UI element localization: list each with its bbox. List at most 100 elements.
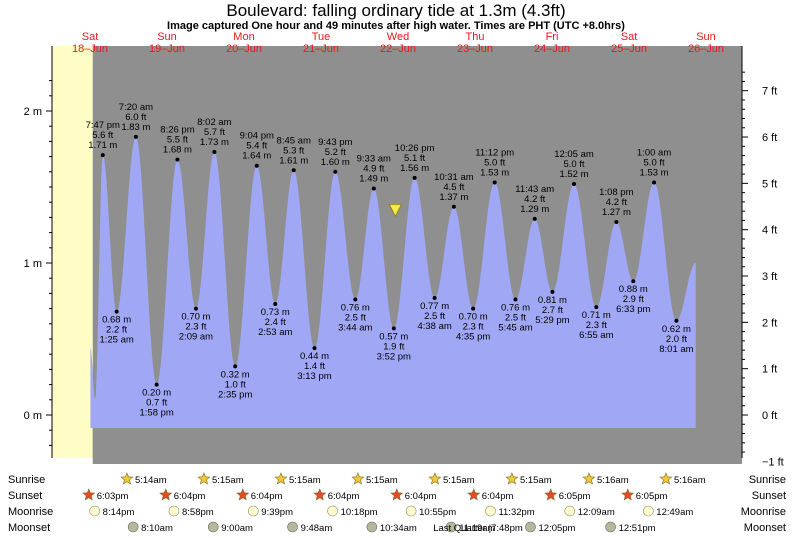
tide-event-label: 8:45 am <box>277 135 311 146</box>
tide-event-label: 8:02 am <box>197 117 231 128</box>
tide-point <box>233 364 238 369</box>
day-of-week: Sun <box>157 31 177 43</box>
tide-event-label: 3:13 pm <box>297 371 331 382</box>
tide-event-label: 1.52 m <box>559 169 588 180</box>
moonrise-time: 10:18pm <box>341 507 378 518</box>
right-tick-label: 7 ft <box>762 86 777 98</box>
tide-point <box>550 289 555 294</box>
tide-point <box>532 216 537 221</box>
day-of-week: Sat <box>621 31 638 43</box>
sunrise-time: 5:15am <box>212 475 244 486</box>
chart-title: Boulevard: falling ordinary tide at 1.3m… <box>226 1 565 20</box>
moonset-icon <box>445 521 457 533</box>
low-tide-marker: 0.76 m2.5 ft5:45 am <box>498 297 533 333</box>
tide-point <box>451 204 456 209</box>
moon-phase-label: Last Quarter |7:48pm <box>433 523 523 534</box>
moonrise-row-label-left: Moonrise <box>8 506 53 518</box>
tide-point <box>614 219 619 224</box>
tide-event-label: 5.1 ft <box>404 153 425 164</box>
tide-event-label: 1.71 m <box>88 140 117 151</box>
high-tide-marker: 1:00 am5.0 ft1.53 m <box>637 147 671 185</box>
sunset-icon <box>313 488 327 501</box>
low-tide-marker: 0.20 m0.7 ft1:58 pm <box>139 382 174 419</box>
sunset-icon <box>467 488 481 501</box>
high-tide-marker: 12:05 am5.0 ft1.52 m <box>554 149 594 186</box>
tide-point <box>412 175 417 180</box>
tide-event-label: 4:35 pm <box>456 332 490 343</box>
high-tide-marker: 8:02 am5.7 ft1.73 m <box>197 117 232 155</box>
moonset-time: 10:34am <box>380 523 417 534</box>
sunrise-icon <box>351 472 365 485</box>
sunrise-icon <box>428 472 442 485</box>
high-tide-marker: 10:31 am4.5 ft1.37 m <box>434 172 474 209</box>
day-date: 19–Jun <box>149 43 185 55</box>
sunset-icon <box>544 488 558 501</box>
tide-event-label: 0.71 m <box>582 310 611 321</box>
tide-event-label: 2.7 ft <box>542 305 563 316</box>
tide-event-label: 2.0 ft <box>666 334 687 345</box>
moonrise-time: 8:58pm <box>182 507 214 518</box>
tide-event-label: 2.9 ft <box>623 294 644 305</box>
tide-point <box>254 163 259 168</box>
tide-event-label: 2:35 pm <box>218 389 252 400</box>
low-tide-marker: 0.32 m1.0 ft2:35 pm <box>218 364 252 400</box>
low-tide-marker: 0.76 m2.5 ft3:44 am <box>338 297 373 333</box>
tide-event-label: 9:43 pm <box>318 137 352 148</box>
low-tide-marker: 0.77 m2.5 ft4:38 am <box>417 295 452 332</box>
sunset-time: 6:04pm <box>405 491 437 502</box>
tide-point <box>631 279 636 284</box>
sunrise-time: 5:15am <box>366 475 398 486</box>
moonrise-icon <box>643 505 654 517</box>
tide-event-label: 1.83 m <box>121 122 150 133</box>
moonset-time: 8:10am <box>141 523 173 534</box>
tide-event-label: 1:00 am <box>637 147 671 158</box>
tide-event-label: 1.4 ft <box>304 361 325 372</box>
tide-event-labels: 7:47 pm5.6 ft1.71 m 0.68 m2.2 ft1:25 am 7:… <box>86 102 694 419</box>
tide-event-label: 1.61 m <box>279 155 308 166</box>
tide-event-label: 8:01 am <box>659 344 693 355</box>
sunrise-row-label-right: Sunrise <box>749 474 786 486</box>
tide-event-label: 1:08 pm <box>599 187 633 198</box>
tide-event-label: 5.0 ft <box>644 157 665 168</box>
right-tick-label: 1 ft <box>762 364 777 376</box>
day-of-week: Wed <box>387 31 409 43</box>
tide-event-label: 5.6 ft <box>92 130 113 141</box>
low-tide-marker: 0.70 m2.3 ft2:09 am <box>179 306 213 343</box>
tide-event-label: 7:47 pm <box>86 120 120 131</box>
sunset-time: 6:05pm <box>559 491 591 502</box>
tide-event-label: 5.0 ft <box>484 157 505 168</box>
day-date: 20–Jun <box>226 43 262 55</box>
left-tick-label: 0 m <box>24 410 42 422</box>
low-tide-marker: 0.57 m1.9 ft3:52 pm <box>377 326 411 362</box>
sunrise-time: 5:15am <box>289 475 321 486</box>
high-tide-marker: 9:04 pm5.4 ft1.64 m <box>240 131 274 168</box>
sunset-icon <box>236 488 250 501</box>
moonset-time: 12:51pm <box>619 523 656 534</box>
tide-event-label: 0.57 m <box>379 331 408 342</box>
right-tick-label: −1 ft <box>762 456 784 468</box>
tide-event-label: 0.32 m <box>221 369 250 380</box>
day-date: 21–Jun <box>303 43 339 55</box>
moonset-row-label-right: Moonset <box>744 522 786 534</box>
tide-event-label: 5.2 ft <box>325 147 346 158</box>
tide-event-label: 1.37 m <box>439 192 468 203</box>
day-of-week: Sat <box>82 31 99 43</box>
tide-event-label: 0.62 m <box>662 324 691 335</box>
tide-point <box>312 346 317 351</box>
sunrise-icon <box>120 472 134 485</box>
sunset-row-label-left: Sunset <box>8 490 42 502</box>
high-tide-marker: 10:26 pm5.1 ft1.56 m <box>395 143 434 180</box>
tide-event-label: 0.20 m <box>142 388 171 399</box>
tide-event-label: 4.2 ft <box>524 194 545 205</box>
tide-point <box>652 180 657 185</box>
tide-event-label: 1:25 am <box>99 335 133 346</box>
tide-event-label: 2:09 am <box>179 332 213 343</box>
right-tick-label: 3 ft <box>762 271 777 283</box>
tide-event-label: 2.2 ft <box>106 325 127 336</box>
moonset-icon <box>287 521 298 533</box>
tide-event-label: 4:38 am <box>417 321 451 332</box>
astronomy-rows: Sunrise Sunrise Sunset Sunset Moonrise Moonri… <box>8 472 786 534</box>
moonrise-icon <box>89 505 100 517</box>
day-of-week: Tue <box>312 31 331 43</box>
